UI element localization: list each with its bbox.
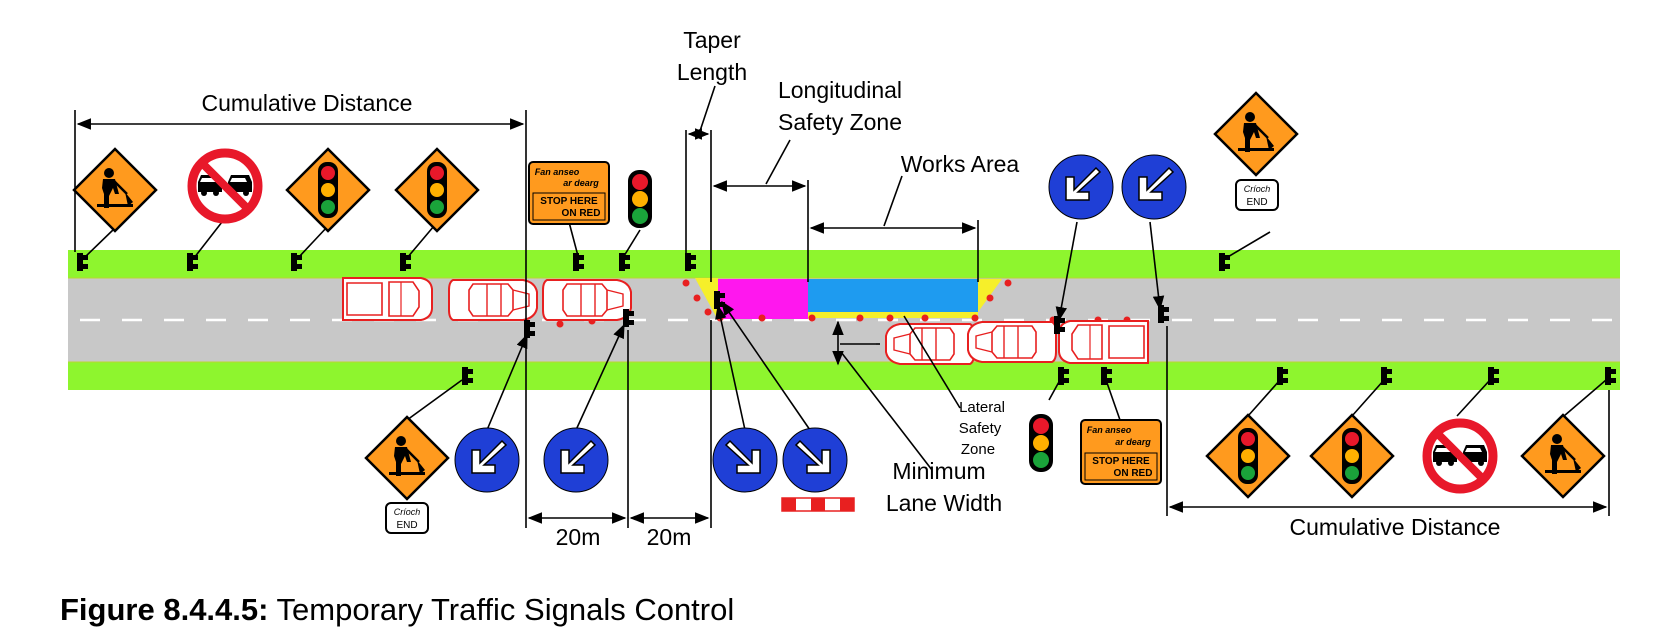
label-longitudinal-1: Longitudinal <box>778 77 902 103</box>
end-plate-english-top: END <box>1246 197 1267 208</box>
keep-left-sign-top-1 <box>1048 154 1114 220</box>
verge-top <box>68 250 1620 278</box>
dimension-lateral-and-lane <box>832 315 961 471</box>
vehicle-queue-5 <box>967 321 1057 363</box>
no-overtaking-sign-bottom <box>1427 423 1493 489</box>
stop-sign-bottom-english-2: ON RED <box>1114 468 1153 479</box>
longitudinal-safety-zone-fill <box>718 279 808 319</box>
figure-number: Figure 8.4.4.5: <box>60 592 269 627</box>
vehicle-queue-3 <box>542 279 632 321</box>
keep-left-sign-bottom-1 <box>454 427 520 493</box>
end-plate-english-bottom: END <box>396 520 417 531</box>
label-minimum-2: Lane Width <box>886 490 1002 516</box>
verge-bottom <box>68 362 1620 390</box>
keep-right-sign-bottom-2 <box>782 427 848 493</box>
label-lateral-3: Zone <box>961 441 995 458</box>
label-taper-length-1: Taper <box>683 27 741 53</box>
label-longitudinal-2: Safety Zone <box>778 109 902 135</box>
stop-sign-irish-2: ar dearg <box>563 178 599 188</box>
stop-sign-english-2: ON RED <box>562 208 601 219</box>
roadworks-sign-top-right <box>1213 91 1299 177</box>
label-cumulative-distance-right: Cumulative Distance <box>1290 514 1501 540</box>
dimension-20m <box>525 320 712 528</box>
label-taper-length-2: Length <box>677 59 747 85</box>
sign-leader-lines <box>83 221 1607 421</box>
dimension-cumulative-right <box>1166 326 1610 516</box>
sign-arrow-leaders <box>486 221 1165 431</box>
signals-ahead-sign-top-2 <box>394 147 480 233</box>
figure-title: Temporary Traffic Signals Control <box>276 592 735 627</box>
stop-sign-bottom-irish-2: ar dearg <box>1115 437 1151 447</box>
stop-here-on-red-sign-bottom: Fan anseo ar dearg STOP HERE ON RED <box>1080 419 1162 485</box>
stop-sign-bottom-irish-1: Fan anseo <box>1087 425 1132 435</box>
dimension-longitudinal-safety-zone <box>712 139 809 282</box>
roadworks-ahead-sign-top <box>72 147 158 233</box>
label-20m-b: 20m <box>647 524 692 550</box>
stop-here-on-red-sign-top: Fan anseo ar dearg STOP HERE ON RED <box>528 161 610 225</box>
label-minimum-1: Minimum <box>892 458 985 484</box>
vehicle-queue-6 <box>1058 320 1149 364</box>
taper-yellow <box>695 278 718 320</box>
roadworks-ahead-sign-bottom <box>1520 413 1606 499</box>
end-plate-irish-top: Críoch <box>1244 184 1271 194</box>
stop-sign-irish-1: Fan anseo <box>535 167 580 177</box>
keep-right-sign-bottom-1 <box>712 427 778 493</box>
no-overtaking-sign-top <box>192 153 258 219</box>
works-area-fill <box>808 279 978 312</box>
temporary-signal-bottom <box>1029 414 1053 472</box>
signals-ahead-sign-bottom-2 <box>1309 413 1395 499</box>
end-plate-bottom-left: Críoch END <box>385 502 429 534</box>
keep-left-sign-top-2 <box>1121 154 1187 220</box>
label-lateral-2: Safety <box>959 420 1002 437</box>
figure-caption: Figure 8.4.4.5: Temporary Traffic Signal… <box>60 592 734 628</box>
label-lateral-1: Lateral <box>959 399 1005 416</box>
signals-ahead-sign-top-1 <box>285 147 371 233</box>
label-20m-a: 20m <box>556 524 601 550</box>
lateral-safety-strip <box>808 312 978 318</box>
end-plate-irish-bottom: Críoch <box>394 507 421 517</box>
roadworks-sign-bottom-left <box>364 415 450 501</box>
end-plate-top-right: Críoch END <box>1235 179 1279 211</box>
dimension-cumulative-left <box>74 110 527 335</box>
label-works-area: Works Area <box>901 151 1020 177</box>
temporary-signal-top <box>628 170 652 228</box>
stop-sign-english-1: STOP HERE <box>540 196 598 207</box>
keep-left-sign-bottom-2 <box>543 427 609 493</box>
dimension-works-area <box>809 175 979 282</box>
label-cumulative-distance-left: Cumulative Distance <box>202 90 413 116</box>
signals-ahead-sign-bottom-1 <box>1205 413 1291 499</box>
stop-sign-bottom-english-1: STOP HERE <box>1092 456 1150 467</box>
vehicle-queue-1 <box>342 277 433 321</box>
vehicle-queue-2 <box>448 279 538 321</box>
dimension-taper-length <box>685 85 716 282</box>
barrier-board <box>781 497 855 512</box>
